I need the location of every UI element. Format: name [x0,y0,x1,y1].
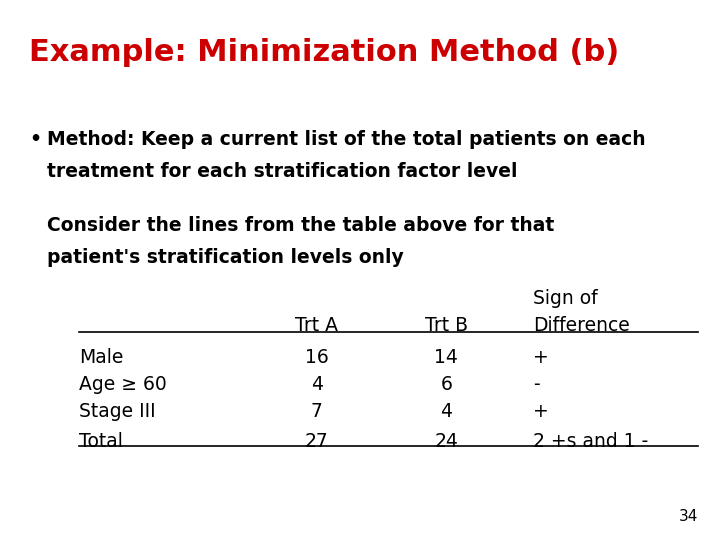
Text: •: • [29,130,41,148]
Text: Consider the lines from the table above for that: Consider the lines from the table above … [47,216,554,235]
Text: 14: 14 [434,348,459,367]
Text: 27: 27 [305,432,328,451]
Text: Difference: Difference [533,316,629,335]
Text: Total: Total [79,432,123,451]
Text: 4: 4 [441,402,452,421]
Text: 7: 7 [311,402,323,421]
Text: Trt A: Trt A [295,316,338,335]
Text: 24: 24 [434,432,459,451]
Text: Trt B: Trt B [425,316,468,335]
Text: patient's stratification levels only: patient's stratification levels only [47,248,403,267]
Text: 16: 16 [305,348,328,367]
Text: +: + [533,348,549,367]
Text: treatment for each stratification factor level: treatment for each stratification factor… [47,162,517,181]
Text: Age ≥ 60: Age ≥ 60 [79,375,167,394]
Text: -: - [533,375,539,394]
Text: Stage III: Stage III [79,402,156,421]
Text: 34: 34 [679,509,698,524]
Text: +: + [533,402,549,421]
Text: Male: Male [79,348,124,367]
Text: 4: 4 [311,375,323,394]
Text: Method: Keep a current list of the total patients on each: Method: Keep a current list of the total… [47,130,645,148]
Text: 2 +s and 1 -: 2 +s and 1 - [533,432,648,451]
Text: Sign of: Sign of [533,289,598,308]
Text: Example: Minimization Method (b): Example: Minimization Method (b) [29,38,619,67]
Text: 6: 6 [441,375,452,394]
